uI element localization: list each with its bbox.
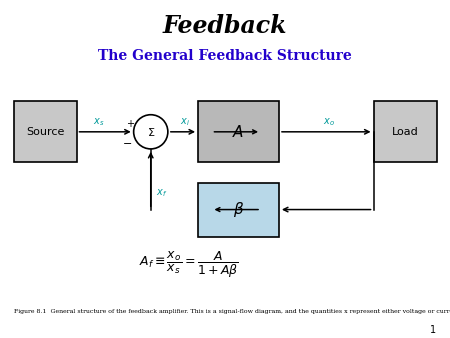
Text: Figure 8.1  General structure of the feedback amplifier. This is a signal-flow d: Figure 8.1 General structure of the feed…	[14, 309, 450, 314]
Text: $x_s$: $x_s$	[93, 117, 105, 128]
Bar	[198, 101, 279, 162]
Text: $\Sigma$: $\Sigma$	[147, 126, 155, 138]
Text: Feedback: Feedback	[163, 14, 287, 38]
Text: $x_o$: $x_o$	[323, 117, 334, 128]
Text: $-$: $-$	[122, 137, 132, 147]
Text: The General Feedback Structure: The General Feedback Structure	[98, 49, 352, 63]
Bar	[198, 183, 279, 237]
Bar	[14, 101, 76, 162]
Text: Source: Source	[26, 127, 64, 137]
Text: $x_f$: $x_f$	[156, 187, 167, 198]
Ellipse shape	[134, 115, 168, 149]
Text: $A_f \equiv \dfrac{x_o}{x_s} = \dfrac{A}{1 + A\beta}$: $A_f \equiv \dfrac{x_o}{x_s} = \dfrac{A}…	[139, 250, 239, 280]
Text: Load: Load	[392, 127, 418, 137]
Text: $A$: $A$	[232, 124, 245, 140]
Bar	[374, 101, 436, 162]
Text: $\beta$: $\beta$	[233, 200, 244, 219]
Text: $x_i$: $x_i$	[180, 117, 189, 128]
Text: 1: 1	[430, 324, 436, 335]
Text: $+$: $+$	[126, 118, 135, 129]
